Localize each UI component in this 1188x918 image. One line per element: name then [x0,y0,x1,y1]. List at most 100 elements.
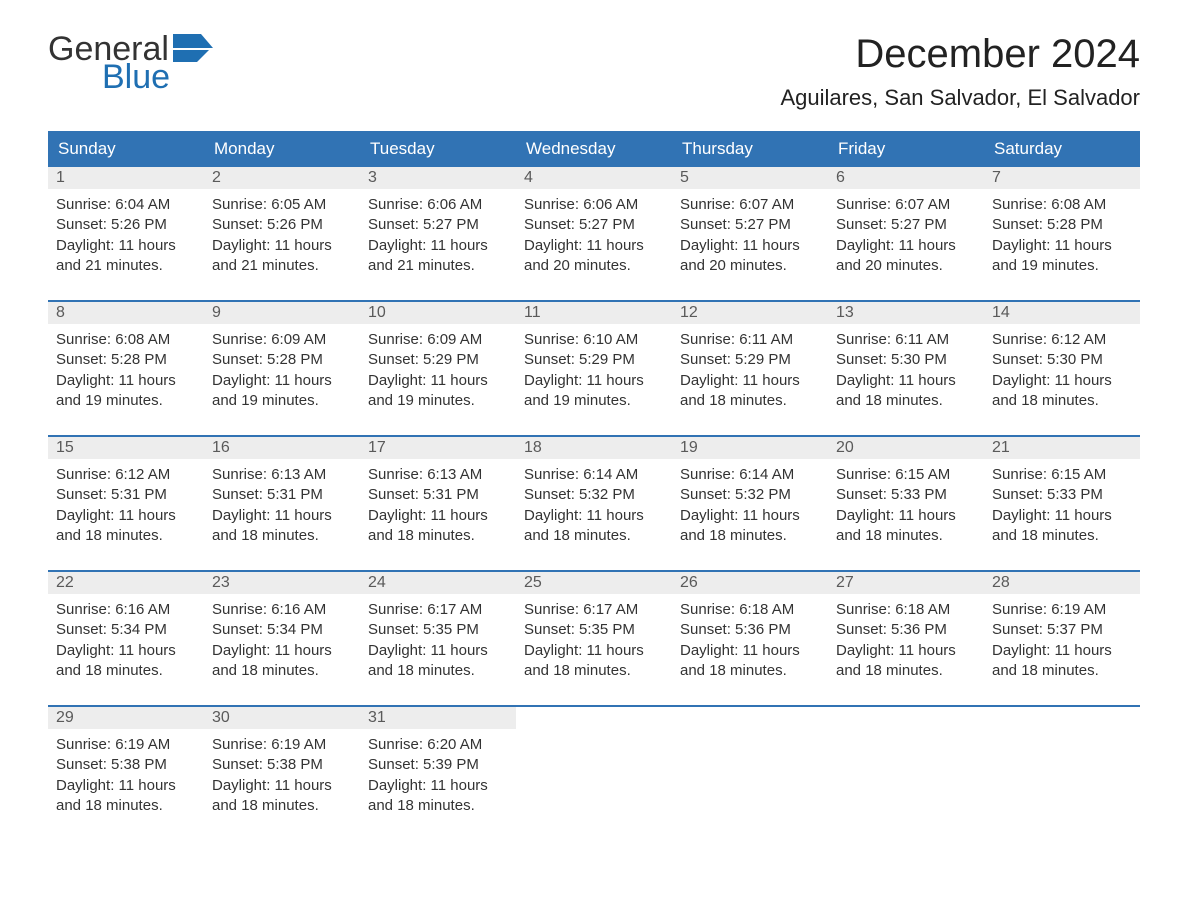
calendar-table: Sunday Monday Tuesday Wednesday Thursday… [48,131,1140,840]
day-number: 19 [672,437,828,459]
sunrise-line: Sunrise: 6:09 AM [368,330,508,350]
daylight-line: Daylight: 11 hours and 18 minutes. [992,641,1132,682]
day-body: Sunrise: 6:17 AMSunset: 5:35 PMDaylight:… [360,594,516,705]
calendar-cell: 1Sunrise: 6:04 AMSunset: 5:26 PMDaylight… [48,166,204,301]
sunset-line: Sunset: 5:31 PM [368,485,508,505]
calendar-cell [672,706,828,840]
day-number: 27 [828,572,984,594]
day-number: 25 [516,572,672,594]
day-body: Sunrise: 6:15 AMSunset: 5:33 PMDaylight:… [828,459,984,570]
sunrise-line: Sunrise: 6:13 AM [212,465,352,485]
sunset-line: Sunset: 5:28 PM [56,350,196,370]
daylight-line: Daylight: 11 hours and 20 minutes. [680,236,820,277]
day-number-empty [984,707,1140,729]
day-number: 22 [48,572,204,594]
sunset-line: Sunset: 5:36 PM [836,620,976,640]
calendar-cell: 30Sunrise: 6:19 AMSunset: 5:38 PMDayligh… [204,706,360,840]
daylight-line: Daylight: 11 hours and 20 minutes. [836,236,976,277]
sunrise-line: Sunrise: 6:15 AM [836,465,976,485]
day-body: Sunrise: 6:18 AMSunset: 5:36 PMDaylight:… [672,594,828,705]
sunset-line: Sunset: 5:38 PM [56,755,196,775]
day-body: Sunrise: 6:14 AMSunset: 5:32 PMDaylight:… [672,459,828,570]
day-number: 15 [48,437,204,459]
sunrise-line: Sunrise: 6:20 AM [368,735,508,755]
calendar-cell [516,706,672,840]
sunset-line: Sunset: 5:27 PM [368,215,508,235]
sunrise-line: Sunrise: 6:05 AM [212,195,352,215]
day-number: 21 [984,437,1140,459]
calendar-cell: 15Sunrise: 6:12 AMSunset: 5:31 PMDayligh… [48,436,204,571]
calendar-row: 15Sunrise: 6:12 AMSunset: 5:31 PMDayligh… [48,436,1140,571]
sunset-line: Sunset: 5:35 PM [524,620,664,640]
sunrise-line: Sunrise: 6:16 AM [56,600,196,620]
calendar-cell: 12Sunrise: 6:11 AMSunset: 5:29 PMDayligh… [672,301,828,436]
calendar-cell: 14Sunrise: 6:12 AMSunset: 5:30 PMDayligh… [984,301,1140,436]
day-number: 16 [204,437,360,459]
sunrise-line: Sunrise: 6:06 AM [524,195,664,215]
sunrise-line: Sunrise: 6:08 AM [992,195,1132,215]
day-body: Sunrise: 6:09 AMSunset: 5:28 PMDaylight:… [204,324,360,435]
col-wednesday: Wednesday [516,132,672,166]
location: Aguilares, San Salvador, El Salvador [780,85,1140,111]
day-body: Sunrise: 6:09 AMSunset: 5:29 PMDaylight:… [360,324,516,435]
daylight-line: Daylight: 11 hours and 18 minutes. [212,641,352,682]
day-number: 11 [516,302,672,324]
sunset-line: Sunset: 5:36 PM [680,620,820,640]
calendar-cell: 20Sunrise: 6:15 AMSunset: 5:33 PMDayligh… [828,436,984,571]
day-number-empty [828,707,984,729]
day-number: 8 [48,302,204,324]
sunrise-line: Sunrise: 6:15 AM [992,465,1132,485]
daylight-line: Daylight: 11 hours and 18 minutes. [56,641,196,682]
calendar-cell: 2Sunrise: 6:05 AMSunset: 5:26 PMDaylight… [204,166,360,301]
col-sunday: Sunday [48,132,204,166]
sunset-line: Sunset: 5:30 PM [992,350,1132,370]
daylight-line: Daylight: 11 hours and 18 minutes. [836,371,976,412]
calendar-row: 29Sunrise: 6:19 AMSunset: 5:38 PMDayligh… [48,706,1140,840]
day-body: Sunrise: 6:16 AMSunset: 5:34 PMDaylight:… [48,594,204,705]
day-body: Sunrise: 6:07 AMSunset: 5:27 PMDaylight:… [672,189,828,300]
sunrise-line: Sunrise: 6:17 AM [524,600,664,620]
daylight-line: Daylight: 11 hours and 18 minutes. [212,506,352,547]
day-body: Sunrise: 6:18 AMSunset: 5:36 PMDaylight:… [828,594,984,705]
sunrise-line: Sunrise: 6:06 AM [368,195,508,215]
col-friday: Friday [828,132,984,166]
day-number: 5 [672,167,828,189]
logo: General Blue [48,32,213,94]
sunrise-line: Sunrise: 6:18 AM [680,600,820,620]
day-number: 9 [204,302,360,324]
day-number: 10 [360,302,516,324]
calendar-cell: 19Sunrise: 6:14 AMSunset: 5:32 PMDayligh… [672,436,828,571]
daylight-line: Daylight: 11 hours and 20 minutes. [524,236,664,277]
calendar-cell: 3Sunrise: 6:06 AMSunset: 5:27 PMDaylight… [360,166,516,301]
calendar-cell: 24Sunrise: 6:17 AMSunset: 5:35 PMDayligh… [360,571,516,706]
sunset-line: Sunset: 5:29 PM [524,350,664,370]
daylight-line: Daylight: 11 hours and 21 minutes. [212,236,352,277]
daylight-line: Daylight: 11 hours and 18 minutes. [56,506,196,547]
sunset-line: Sunset: 5:31 PM [212,485,352,505]
sunset-line: Sunset: 5:31 PM [56,485,196,505]
sunset-line: Sunset: 5:28 PM [992,215,1132,235]
calendar-cell: 10Sunrise: 6:09 AMSunset: 5:29 PMDayligh… [360,301,516,436]
sunrise-line: Sunrise: 6:19 AM [56,735,196,755]
day-body: Sunrise: 6:15 AMSunset: 5:33 PMDaylight:… [984,459,1140,570]
daylight-line: Daylight: 11 hours and 18 minutes. [524,641,664,682]
daylight-line: Daylight: 11 hours and 18 minutes. [212,776,352,817]
daylight-line: Daylight: 11 hours and 18 minutes. [680,641,820,682]
sunset-line: Sunset: 5:39 PM [368,755,508,775]
day-number: 31 [360,707,516,729]
sunset-line: Sunset: 5:27 PM [836,215,976,235]
calendar-row: 22Sunrise: 6:16 AMSunset: 5:34 PMDayligh… [48,571,1140,706]
day-body: Sunrise: 6:11 AMSunset: 5:30 PMDaylight:… [828,324,984,435]
sunrise-line: Sunrise: 6:12 AM [56,465,196,485]
calendar-cell: 22Sunrise: 6:16 AMSunset: 5:34 PMDayligh… [48,571,204,706]
sunset-line: Sunset: 5:38 PM [212,755,352,775]
daylight-line: Daylight: 11 hours and 18 minutes. [680,371,820,412]
calendar-cell: 28Sunrise: 6:19 AMSunset: 5:37 PMDayligh… [984,571,1140,706]
calendar-cell: 17Sunrise: 6:13 AMSunset: 5:31 PMDayligh… [360,436,516,571]
sunrise-line: Sunrise: 6:10 AM [524,330,664,350]
day-body: Sunrise: 6:04 AMSunset: 5:26 PMDaylight:… [48,189,204,300]
day-number: 3 [360,167,516,189]
sunrise-line: Sunrise: 6:12 AM [992,330,1132,350]
logo-text-blue: Blue [102,60,213,94]
day-body: Sunrise: 6:12 AMSunset: 5:31 PMDaylight:… [48,459,204,570]
